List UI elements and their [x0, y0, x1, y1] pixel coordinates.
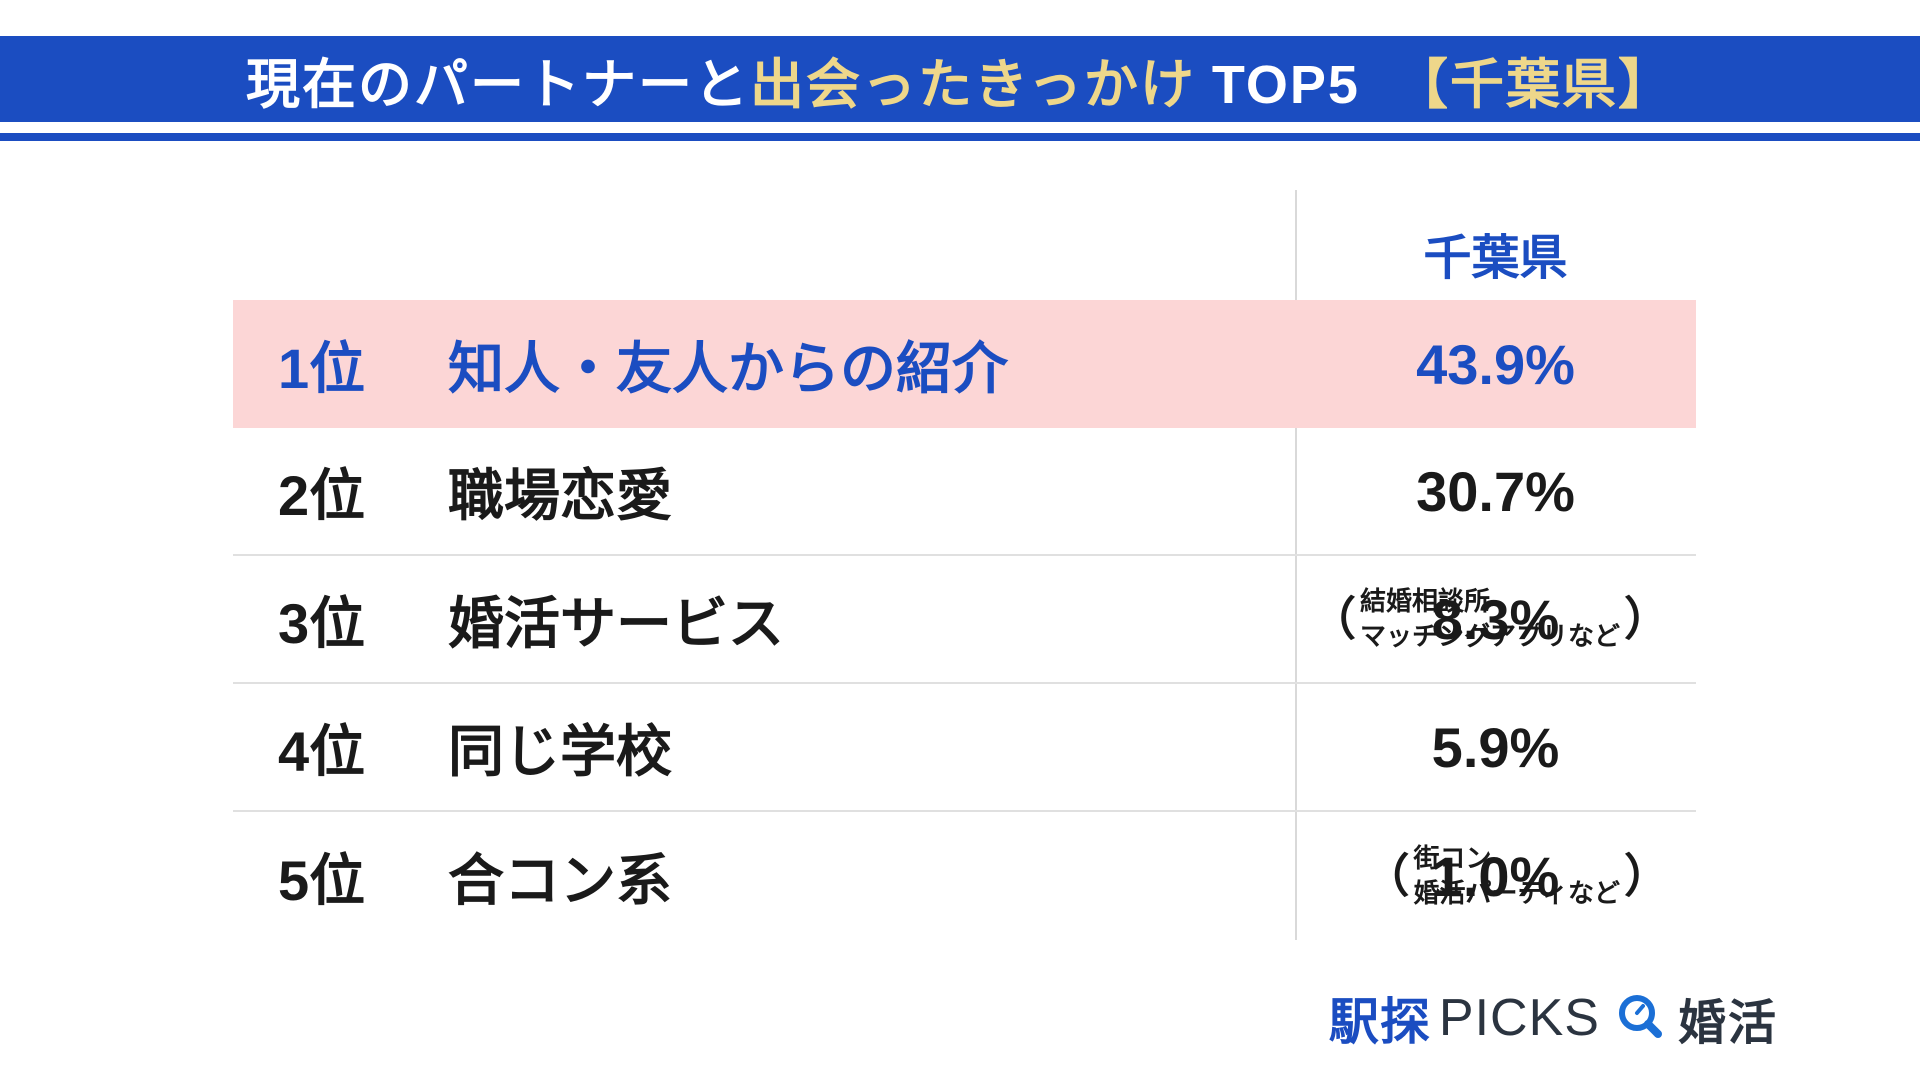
title-part-3: TOP5 [1211, 54, 1360, 115]
magnifier-icon [1612, 990, 1668, 1046]
value-percent: 43.9% [1416, 332, 1575, 396]
paren-open: （ [1309, 593, 1356, 645]
logo-konkatsu-text: 婚活 [1677, 997, 1778, 1050]
value-percent: 8.3% [1431, 587, 1560, 651]
paren-close: ） [1624, 593, 1670, 645]
category-note: （ 街コン 婚活パーティなど ） [1364, 841, 1670, 911]
header-banner: 現在のパートナーと出会ったきっかけ TOP5 【千葉県】 [0, 36, 1920, 122]
category-label: 婚活サービス [448, 591, 784, 655]
rank-label: 2位 [278, 463, 366, 527]
note-lines: 結婚相談所 マッチングアプリなど [1360, 584, 1620, 654]
rank-label: 5位 [278, 848, 366, 912]
ranking-table: 千葉県 1位 知人・友人からの紹介 43.9% 2位 職場恋愛 30.7% 3位… [233, 190, 1696, 940]
page-title: 現在のパートナーと出会ったきっかけ TOP5 【千葉県】 [246, 40, 1674, 119]
note-line-1: 結婚相談所 [1359, 585, 1490, 616]
banner-underline [0, 133, 1920, 141]
title-part-4: 【千葉県】 [1393, 54, 1674, 115]
brand-logo: 駅探 PICKS 婚活 [1329, 982, 1778, 1054]
table-row-5: 5位 合コン系 （ 街コン 婚活パーティなど ） 1.0% [233, 812, 1696, 940]
note-line-1: 街コン [1413, 842, 1492, 873]
title-part-2: 出会ったきっかけ [750, 54, 1196, 115]
table-header-row: 千葉県 [233, 190, 1696, 300]
paren-close: ） [1624, 850, 1670, 902]
column-divider [1295, 190, 1297, 940]
category-label: 同じ学校 [448, 719, 672, 783]
title-part-1: 現在のパートナーと [246, 54, 751, 115]
rank-label: 3位 [278, 591, 366, 655]
table-row-3: 3位 婚活サービス （ 結婚相談所 マッチングアプリなど ） 8.3% [233, 556, 1696, 684]
table-row-2: 2位 職場恋愛 30.7% [233, 428, 1696, 556]
note-lines: 街コン 婚活パーティなど [1414, 841, 1620, 911]
logo-picks-text: PICKS [1438, 989, 1600, 1047]
column-header-chiba: 千葉県 [1423, 232, 1568, 285]
note-line-2: 婚活パーティなど [1413, 878, 1620, 908]
rank-label: 1位 [278, 336, 366, 400]
value-percent: 5.9% [1431, 715, 1560, 779]
table-row-1: 1位 知人・友人からの紹介 43.9% [233, 300, 1696, 428]
paren-open: （ [1363, 850, 1410, 902]
table-row-4: 4位 同じ学校 5.9% [233, 684, 1696, 812]
category-note: （ 結婚相談所 マッチングアプリなど ） [1310, 584, 1670, 654]
note-line-2: マッチングアプリなど [1359, 621, 1620, 651]
rank-label: 4位 [278, 719, 366, 783]
logo-ekitan-text: 駅探 [1328, 994, 1431, 1050]
category-label: 職場恋愛 [448, 463, 672, 527]
value-percent: 1.0% [1431, 844, 1560, 908]
category-label: 合コン系 [448, 848, 672, 912]
category-label: 知人・友人からの紹介 [448, 336, 1008, 400]
value-percent: 30.7% [1416, 459, 1575, 523]
